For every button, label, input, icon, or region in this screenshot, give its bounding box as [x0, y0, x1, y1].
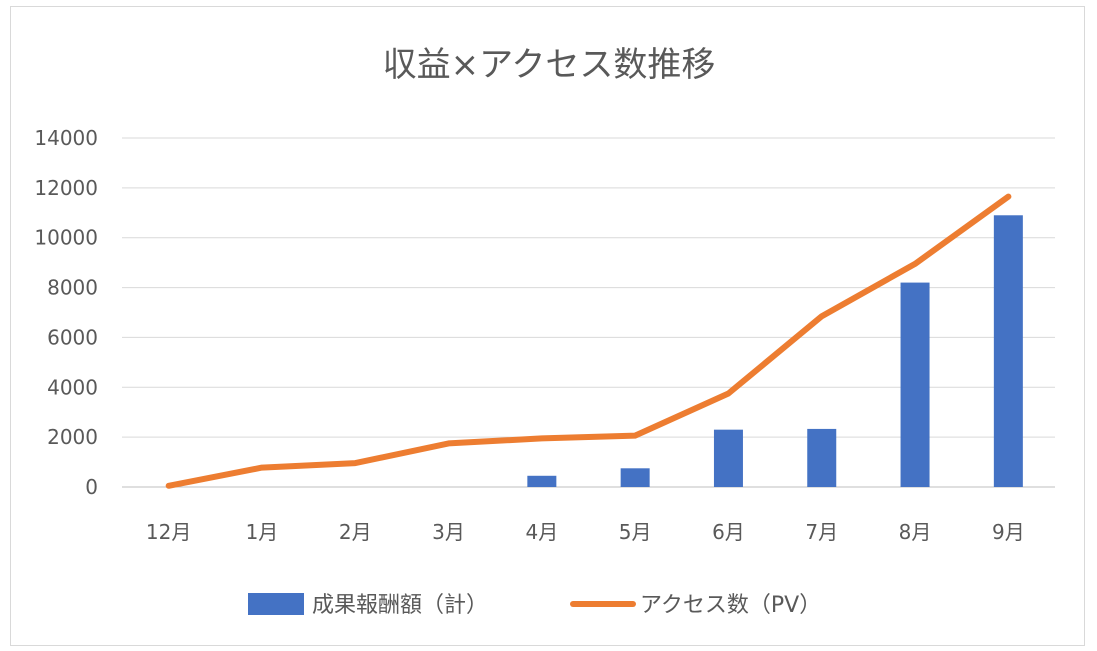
- gridlines: [122, 137, 1055, 488]
- y-axis-ticks: 0 2000 4000 6000 8000 10000 12000 14000: [34, 126, 98, 499]
- y-tick-label: 10000: [34, 226, 98, 250]
- y-tick-label: 6000: [47, 325, 98, 349]
- legend-swatch-bar: [248, 593, 304, 615]
- legend: 成果報酬額（計） アクセス数（PV）: [248, 593, 821, 618]
- x-tick-label: 12月: [146, 520, 191, 544]
- chart-title: 収益×アクセス数推移: [383, 45, 716, 85]
- bar: [900, 282, 930, 487]
- bar: [620, 468, 650, 487]
- bar-series: [527, 215, 1023, 487]
- line-series: [165, 193, 1012, 489]
- legend-label-bar: 成果報酬額（計）: [312, 593, 488, 618]
- bar: [807, 428, 837, 487]
- x-tick-label: 3月: [432, 520, 465, 544]
- x-tick-label: 1月: [246, 520, 279, 544]
- bar: [527, 475, 557, 487]
- legend-label-line: アクセス数（PV）: [640, 593, 821, 618]
- y-tick-label: 4000: [47, 375, 98, 399]
- y-tick-label: 0: [85, 475, 98, 499]
- y-tick-label: 12000: [34, 176, 98, 200]
- x-tick-label: 8月: [899, 520, 932, 544]
- line-path: [165, 193, 1012, 489]
- x-axis-ticks: 12月 1月 2月 3月 4月 5月 6月 7月 8月 9月: [146, 520, 1025, 544]
- y-tick-label: 2000: [47, 425, 98, 449]
- bar: [993, 215, 1023, 487]
- y-tick-label: 8000: [47, 276, 98, 300]
- y-tick-label: 14000: [34, 126, 98, 150]
- x-tick-label: 5月: [619, 520, 652, 544]
- x-tick-label: 4月: [525, 520, 558, 544]
- x-tick-label: 2月: [339, 520, 372, 544]
- x-tick-label: 9月: [992, 520, 1025, 544]
- bar: [713, 429, 743, 487]
- x-tick-label: 6月: [712, 520, 745, 544]
- x-tick-label: 7月: [805, 520, 838, 544]
